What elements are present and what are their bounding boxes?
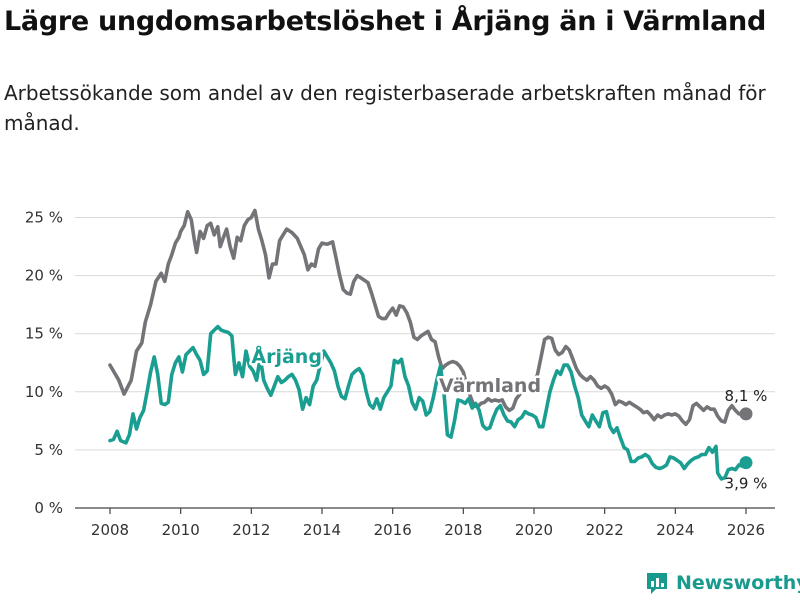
series-arjang-name-label: Årjäng (251, 344, 322, 368)
x-tick-label: 2022 (586, 521, 624, 539)
x-tick-label: 2016 (374, 521, 412, 539)
y-tick-label: 0 % (34, 499, 63, 517)
series-arjang-end-point (739, 456, 753, 470)
series-labels: 8,1 % Värmland 3,9 % Årjäng (249, 341, 768, 493)
series-arjang-line (108, 324, 748, 481)
y-tick-label: 5 % (34, 441, 63, 459)
brand-logo[interactable]: Newsworthy (644, 568, 800, 598)
y-tick-label: 20 % (25, 267, 63, 285)
x-tick-label: 2010 (162, 521, 200, 539)
x-tick-label: 2012 (232, 521, 270, 539)
series-arjang-end-label: 3,9 % (725, 475, 768, 493)
x-tick-label: 2026 (727, 521, 765, 539)
y-tick-label: 10 % (25, 383, 63, 401)
chart-subtitle: Arbetssökande som andel av den registerb… (4, 81, 766, 135)
x-tick-label: 2018 (444, 521, 482, 539)
series-varmland-name-label: Värmland (439, 375, 541, 397)
y-tick-label: 25 % (25, 209, 63, 227)
series-varmland-line (108, 208, 748, 427)
x-tick-label: 2024 (656, 521, 694, 539)
brand-name: Newsworthy (676, 572, 800, 594)
x-tick-label: 2008 (91, 521, 129, 539)
x-tick-label: 2020 (515, 521, 553, 539)
axes: 0 % 5 % 10 % 15 % 20 % 25 % 2008 2010 2012 2014 20… (25, 209, 775, 539)
series-varmland-end-label: 8,1 % (725, 387, 768, 405)
y-tick-label: 15 % (25, 325, 63, 343)
bar-chart-logo-icon (647, 573, 667, 594)
series-lines (108, 208, 753, 481)
series-varmland-end-point (739, 407, 753, 421)
chart-title: Lägre ungdomsarbetslöshet i Årjäng än i … (4, 6, 766, 37)
x-tick-label: 2014 (303, 521, 341, 539)
